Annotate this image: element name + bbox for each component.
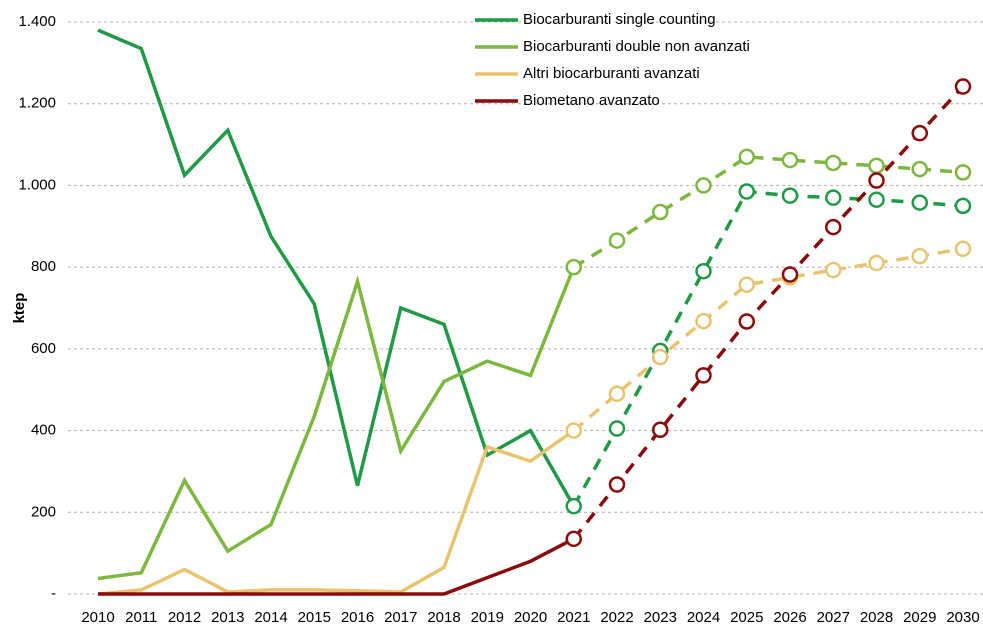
x-tick-label: 2024 bbox=[687, 609, 720, 626]
line-projection bbox=[572, 189, 964, 508]
point-marker bbox=[954, 197, 972, 215]
legend-label: Altri biocarburanti avanzati bbox=[523, 65, 700, 82]
point-marker bbox=[608, 476, 626, 493]
x-tick-label: 2013 bbox=[211, 609, 244, 626]
line-series bbox=[97, 266, 576, 581]
point-marker bbox=[911, 160, 928, 178]
point-marker bbox=[868, 254, 885, 272]
point-marker bbox=[738, 313, 755, 330]
point-marker bbox=[825, 261, 842, 279]
legend-label: Biocarburanti double non avanzati bbox=[523, 38, 750, 55]
point-marker bbox=[738, 276, 755, 293]
y-tick-label: 1.000 bbox=[18, 176, 56, 193]
point-marker bbox=[565, 530, 582, 548]
y-tick-label: 600 bbox=[31, 340, 56, 357]
point-marker bbox=[868, 157, 885, 175]
line-projection bbox=[572, 85, 965, 540]
y-tick-label: - bbox=[51, 585, 56, 602]
x-tick-label: 2027 bbox=[817, 609, 850, 626]
point-marker bbox=[652, 421, 669, 439]
x-tick-label: 2022 bbox=[600, 609, 633, 626]
line-projection bbox=[572, 247, 964, 432]
y-axis-label: ktep bbox=[11, 293, 28, 324]
point-marker bbox=[695, 312, 712, 330]
point-marker bbox=[868, 191, 885, 208]
point-marker bbox=[565, 422, 582, 439]
x-tick-label: 2025 bbox=[730, 609, 763, 626]
x-tick-label: 2026 bbox=[773, 609, 806, 626]
point-marker bbox=[565, 258, 582, 276]
point-marker bbox=[868, 172, 885, 189]
point-marker bbox=[954, 78, 972, 95]
legend-label: Biometano avanzato bbox=[523, 92, 660, 109]
point-marker bbox=[695, 262, 712, 280]
y-tick-label: 1.200 bbox=[18, 95, 56, 112]
point-marker bbox=[781, 266, 799, 283]
x-tick-label: 2023 bbox=[644, 609, 677, 626]
point-marker bbox=[608, 420, 626, 437]
x-tick-label: 2012 bbox=[168, 609, 201, 626]
point-marker bbox=[911, 247, 928, 265]
x-tick-label: 2029 bbox=[903, 609, 936, 626]
point-marker bbox=[738, 148, 755, 166]
y-tick-label: 1.400 bbox=[18, 13, 56, 30]
point-marker bbox=[825, 189, 842, 206]
line-projection bbox=[572, 155, 964, 269]
point-marker bbox=[911, 194, 928, 211]
x-tick-label: 2020 bbox=[514, 609, 547, 626]
x-tick-label: 2011 bbox=[125, 609, 157, 626]
point-marker bbox=[695, 367, 712, 384]
point-marker bbox=[652, 203, 669, 221]
point-marker bbox=[652, 348, 669, 366]
point-marker bbox=[825, 154, 842, 172]
point-marker bbox=[825, 218, 842, 236]
x-tick-label: 2015 bbox=[298, 609, 331, 626]
x-tick-label: 2030 bbox=[946, 609, 979, 626]
point-marker bbox=[565, 497, 582, 515]
x-tick-label: 2017 bbox=[384, 609, 417, 626]
point-marker bbox=[954, 164, 972, 181]
line-series bbox=[98, 537, 575, 596]
point-marker bbox=[781, 151, 799, 169]
x-tick-label: 2019 bbox=[471, 609, 504, 626]
x-tick-label: 2016 bbox=[341, 609, 374, 626]
x-tick-label: 2010 bbox=[81, 609, 114, 626]
x-tick-label: 2018 bbox=[427, 609, 460, 626]
line-series bbox=[97, 429, 575, 596]
point-marker bbox=[608, 232, 626, 249]
x-tick-label: 2021 bbox=[557, 609, 590, 626]
point-marker bbox=[911, 124, 928, 142]
x-tick-label: 2014 bbox=[254, 609, 287, 626]
point-marker bbox=[695, 177, 712, 194]
y-tick-label: 400 bbox=[31, 422, 56, 439]
point-marker bbox=[608, 385, 626, 403]
point-marker bbox=[781, 187, 799, 204]
y-tick-label: 800 bbox=[31, 258, 56, 275]
y-tick-label: 200 bbox=[31, 503, 56, 520]
point-marker bbox=[954, 240, 972, 258]
point-marker bbox=[738, 183, 755, 200]
x-tick-label: 2028 bbox=[860, 609, 893, 626]
legend-label: Biocarburanti single counting bbox=[523, 11, 716, 28]
